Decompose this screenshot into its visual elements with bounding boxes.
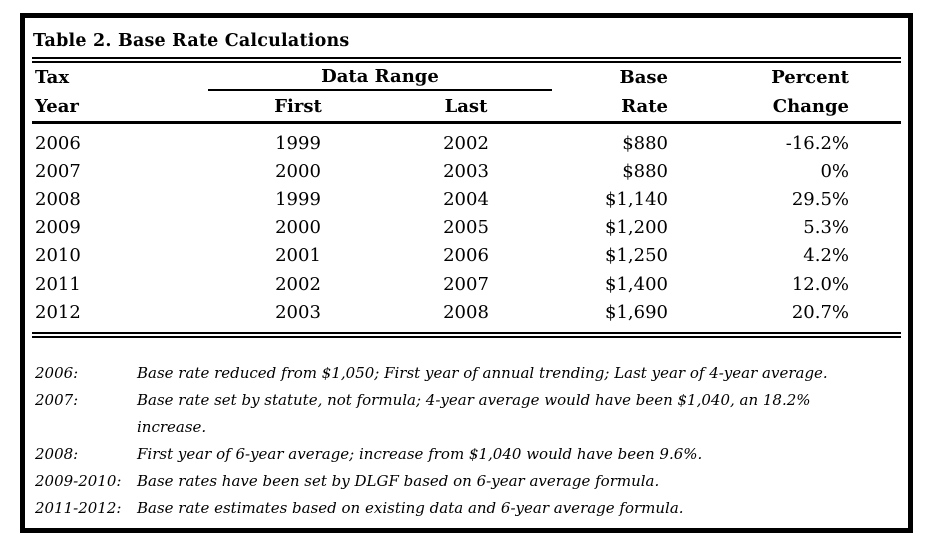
footnote-row: 2007: Base rate set by statute, not form…: [32, 387, 901, 441]
header-last: Last: [444, 96, 488, 117]
table-frame: Table 2. Base Rate Calculations Data Ran…: [20, 13, 913, 533]
cell-base-rate: $1,200: [605, 217, 668, 239]
table-row: 2012 2003 2008 $1,690 20.7%: [32, 298, 901, 326]
footnote-label: 2011-2012:: [35, 499, 122, 518]
cell-first: 2003: [275, 301, 321, 323]
cell-base-rate: $1,140: [605, 188, 668, 210]
table-row: 2009 2000 2005 $1,200 5.3%: [32, 214, 901, 242]
cell-base-rate: $880: [622, 132, 668, 154]
cell-tax-year: 2012: [35, 301, 81, 323]
cell-last: 2007: [443, 273, 489, 295]
footnote-text: Base rate reduced from $1,050; First yea…: [137, 364, 828, 383]
cell-first: 2000: [275, 160, 321, 182]
cell-tax-year: 2009: [35, 217, 81, 239]
footnote-row: 2006: Base rate reduced from $1,050; Fir…: [32, 360, 901, 387]
header-year: Year: [35, 96, 79, 117]
table-row: 2010 2001 2006 $1,250 4.2%: [32, 242, 901, 270]
title-divider: [32, 57, 901, 63]
cell-last: 2006: [443, 245, 489, 267]
cell-last: 2004: [443, 188, 489, 210]
cell-first: 2002: [275, 273, 321, 295]
footnote-row: 2009-2010: Base rates have been set by D…: [32, 468, 901, 495]
cell-percent-change: -16.2%: [785, 132, 849, 154]
cell-percent-change: 29.5%: [791, 188, 849, 210]
cell-percent-change: 0%: [820, 160, 849, 182]
cell-base-rate: $880: [622, 160, 668, 182]
cell-percent-change: 4.2%: [803, 245, 849, 267]
table-body: 2006 1999 2002 $880 -16.2% 2007 2000 200…: [32, 124, 908, 326]
footnote-label: 2006:: [35, 364, 79, 383]
cell-percent-change: 12.0%: [791, 273, 849, 295]
cell-last: 2003: [443, 160, 489, 182]
cell-last: 2008: [443, 301, 489, 323]
cell-base-rate: $1,400: [605, 273, 668, 295]
footnote-row: 2011-2012: Base rate estimates based on …: [32, 495, 901, 522]
header-data-range: Data Range: [208, 63, 552, 91]
cell-first: 2000: [275, 217, 321, 239]
footnote-text: Base rates have been set by DLGF based o…: [137, 472, 660, 491]
cell-first: 2001: [275, 245, 321, 267]
table-row: 2007 2000 2003 $880 0%: [32, 157, 901, 185]
header-rate: Rate: [621, 96, 668, 117]
footer-divider: [32, 332, 901, 339]
footnote-row: 2008: First year of 6-year average; incr…: [32, 441, 901, 468]
footnote-text: Base rate set by statute, not formula; 4…: [137, 391, 811, 437]
cell-tax-year: 2010: [35, 245, 81, 267]
header-change: Change: [772, 96, 849, 117]
footnotes: 2006: Base rate reduced from $1,050; Fir…: [32, 360, 908, 522]
cell-tax-year: 2006: [35, 132, 81, 154]
header-first: First: [274, 96, 322, 117]
cell-first: 1999: [275, 188, 321, 210]
header-percent: Percent: [771, 67, 849, 88]
header-base: Base: [619, 67, 668, 88]
table-row: 2008 1999 2004 $1,140 29.5%: [32, 185, 901, 213]
cell-percent-change: 5.3%: [803, 217, 849, 239]
cell-percent-change: 20.7%: [791, 301, 849, 323]
table-content: Table 2. Base Rate Calculations Data Ran…: [25, 30, 908, 522]
footnote-text: First year of 6-year average; increase f…: [137, 445, 703, 464]
cell-last: 2005: [443, 217, 489, 239]
table-header: Data Range Tax Base Percent Year First L…: [32, 63, 901, 124]
footnote-text: Base rate estimates based on existing da…: [137, 499, 684, 518]
cell-tax-year: 2011: [35, 273, 81, 295]
footnote-label: 2007:: [35, 391, 79, 410]
cell-base-rate: $1,250: [605, 245, 668, 267]
cell-tax-year: 2007: [35, 160, 81, 182]
cell-base-rate: $1,690: [605, 301, 668, 323]
header-row-1: Tax Base Percent: [32, 63, 901, 92]
footnote-label: 2008:: [35, 445, 79, 464]
cell-last: 2002: [443, 132, 489, 154]
header-row-2: Year First Last Rate Change: [32, 92, 901, 121]
cell-tax-year: 2008: [35, 188, 81, 210]
footnote-label: 2009-2010:: [35, 472, 122, 491]
table-row: 2006 1999 2002 $880 -16.2%: [32, 129, 901, 157]
table-title: Table 2. Base Rate Calculations: [33, 31, 350, 51]
table-row: 2011 2002 2007 $1,400 12.0%: [32, 270, 901, 298]
cell-first: 1999: [275, 132, 321, 154]
header-tax: Tax: [35, 67, 70, 88]
